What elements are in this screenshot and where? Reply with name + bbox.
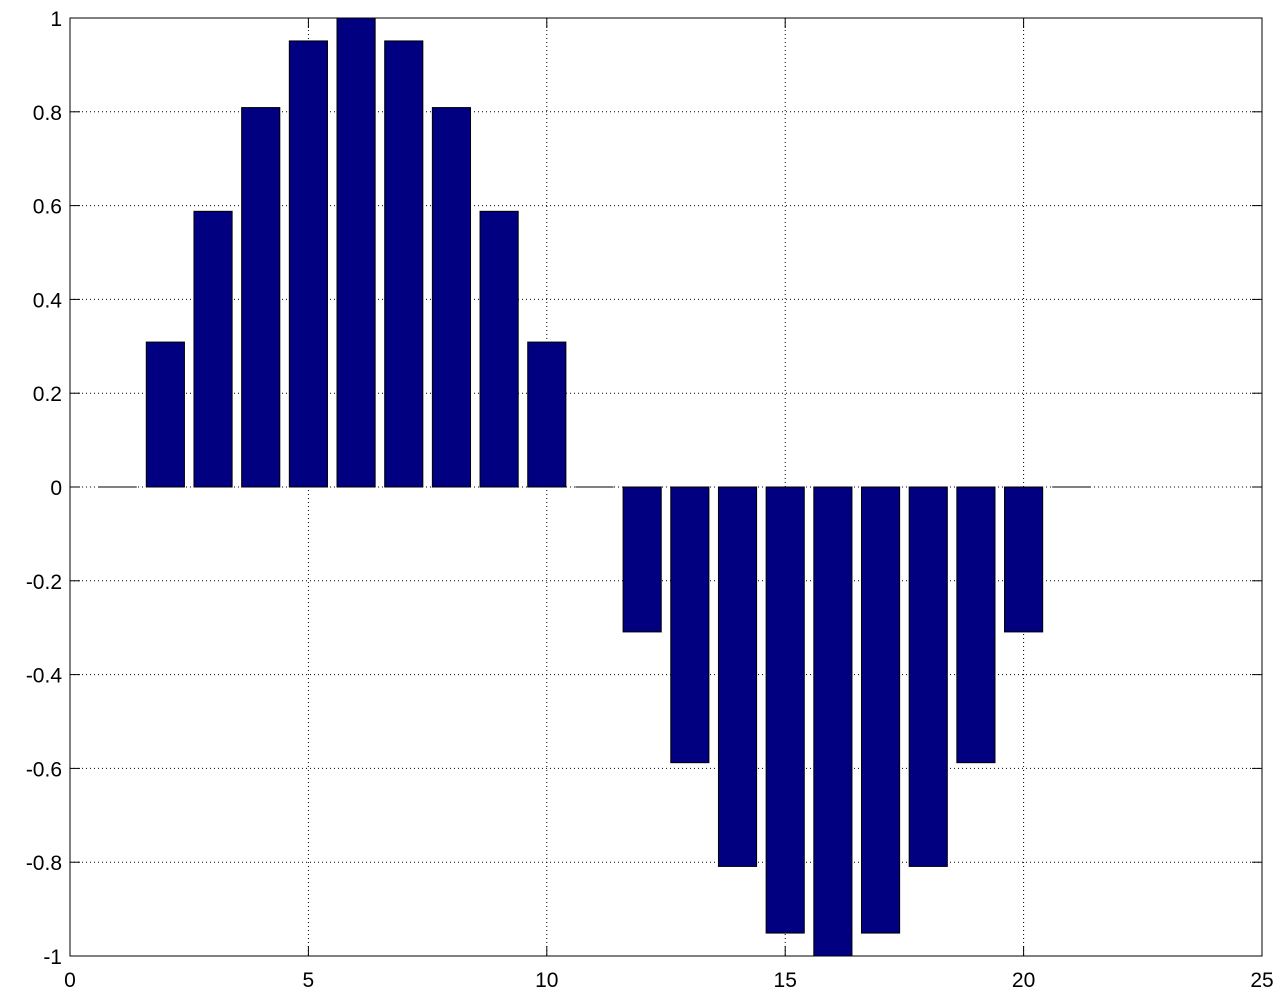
bar	[479, 210, 519, 488]
bar	[670, 486, 710, 764]
bar	[336, 17, 376, 488]
x-tick-label: 20	[1012, 969, 1035, 992]
tick-labels: 0 5 10 15 20 25 -1 -0.8 -0.6 -0.4 -0.2 0 0.2 0.4 0.6 0.…	[26, 8, 1274, 992]
bar	[384, 40, 424, 488]
y-tick-label: 0.6	[33, 196, 62, 219]
y-tick-label: 1	[50, 8, 62, 31]
bar	[813, 486, 853, 957]
y-tick-label: 0	[50, 477, 62, 500]
bar	[860, 486, 901, 934]
y-tick-label: 0.8	[33, 102, 62, 125]
bar	[717, 486, 758, 867]
axes	[69, 17, 1263, 957]
bar	[527, 341, 567, 488]
bar	[908, 486, 948, 867]
x-tick-label: 10	[535, 969, 558, 992]
bars	[98, 17, 1091, 957]
x-tick-label: 0	[64, 969, 76, 992]
bar	[956, 486, 996, 764]
y-tick-label: -0.8	[26, 852, 62, 875]
x-tick-label: 5	[303, 969, 315, 992]
x-tick-label: 25	[1250, 969, 1273, 992]
y-tick-label: -0.4	[26, 665, 63, 688]
bar	[145, 341, 185, 488]
y-tick-label: -0.2	[26, 571, 62, 594]
y-tick-label: -1	[43, 946, 62, 969]
x-tick-label: 15	[774, 969, 797, 992]
bar	[193, 210, 233, 488]
y-tick-label: 0.4	[33, 289, 63, 312]
bar	[765, 486, 805, 934]
bar	[1004, 486, 1044, 633]
bar	[241, 107, 281, 488]
y-tick-label: -0.6	[26, 758, 62, 781]
bar	[431, 107, 472, 488]
y-tick-label: 0.2	[33, 383, 62, 406]
bar	[288, 40, 328, 488]
bar	[622, 486, 662, 633]
